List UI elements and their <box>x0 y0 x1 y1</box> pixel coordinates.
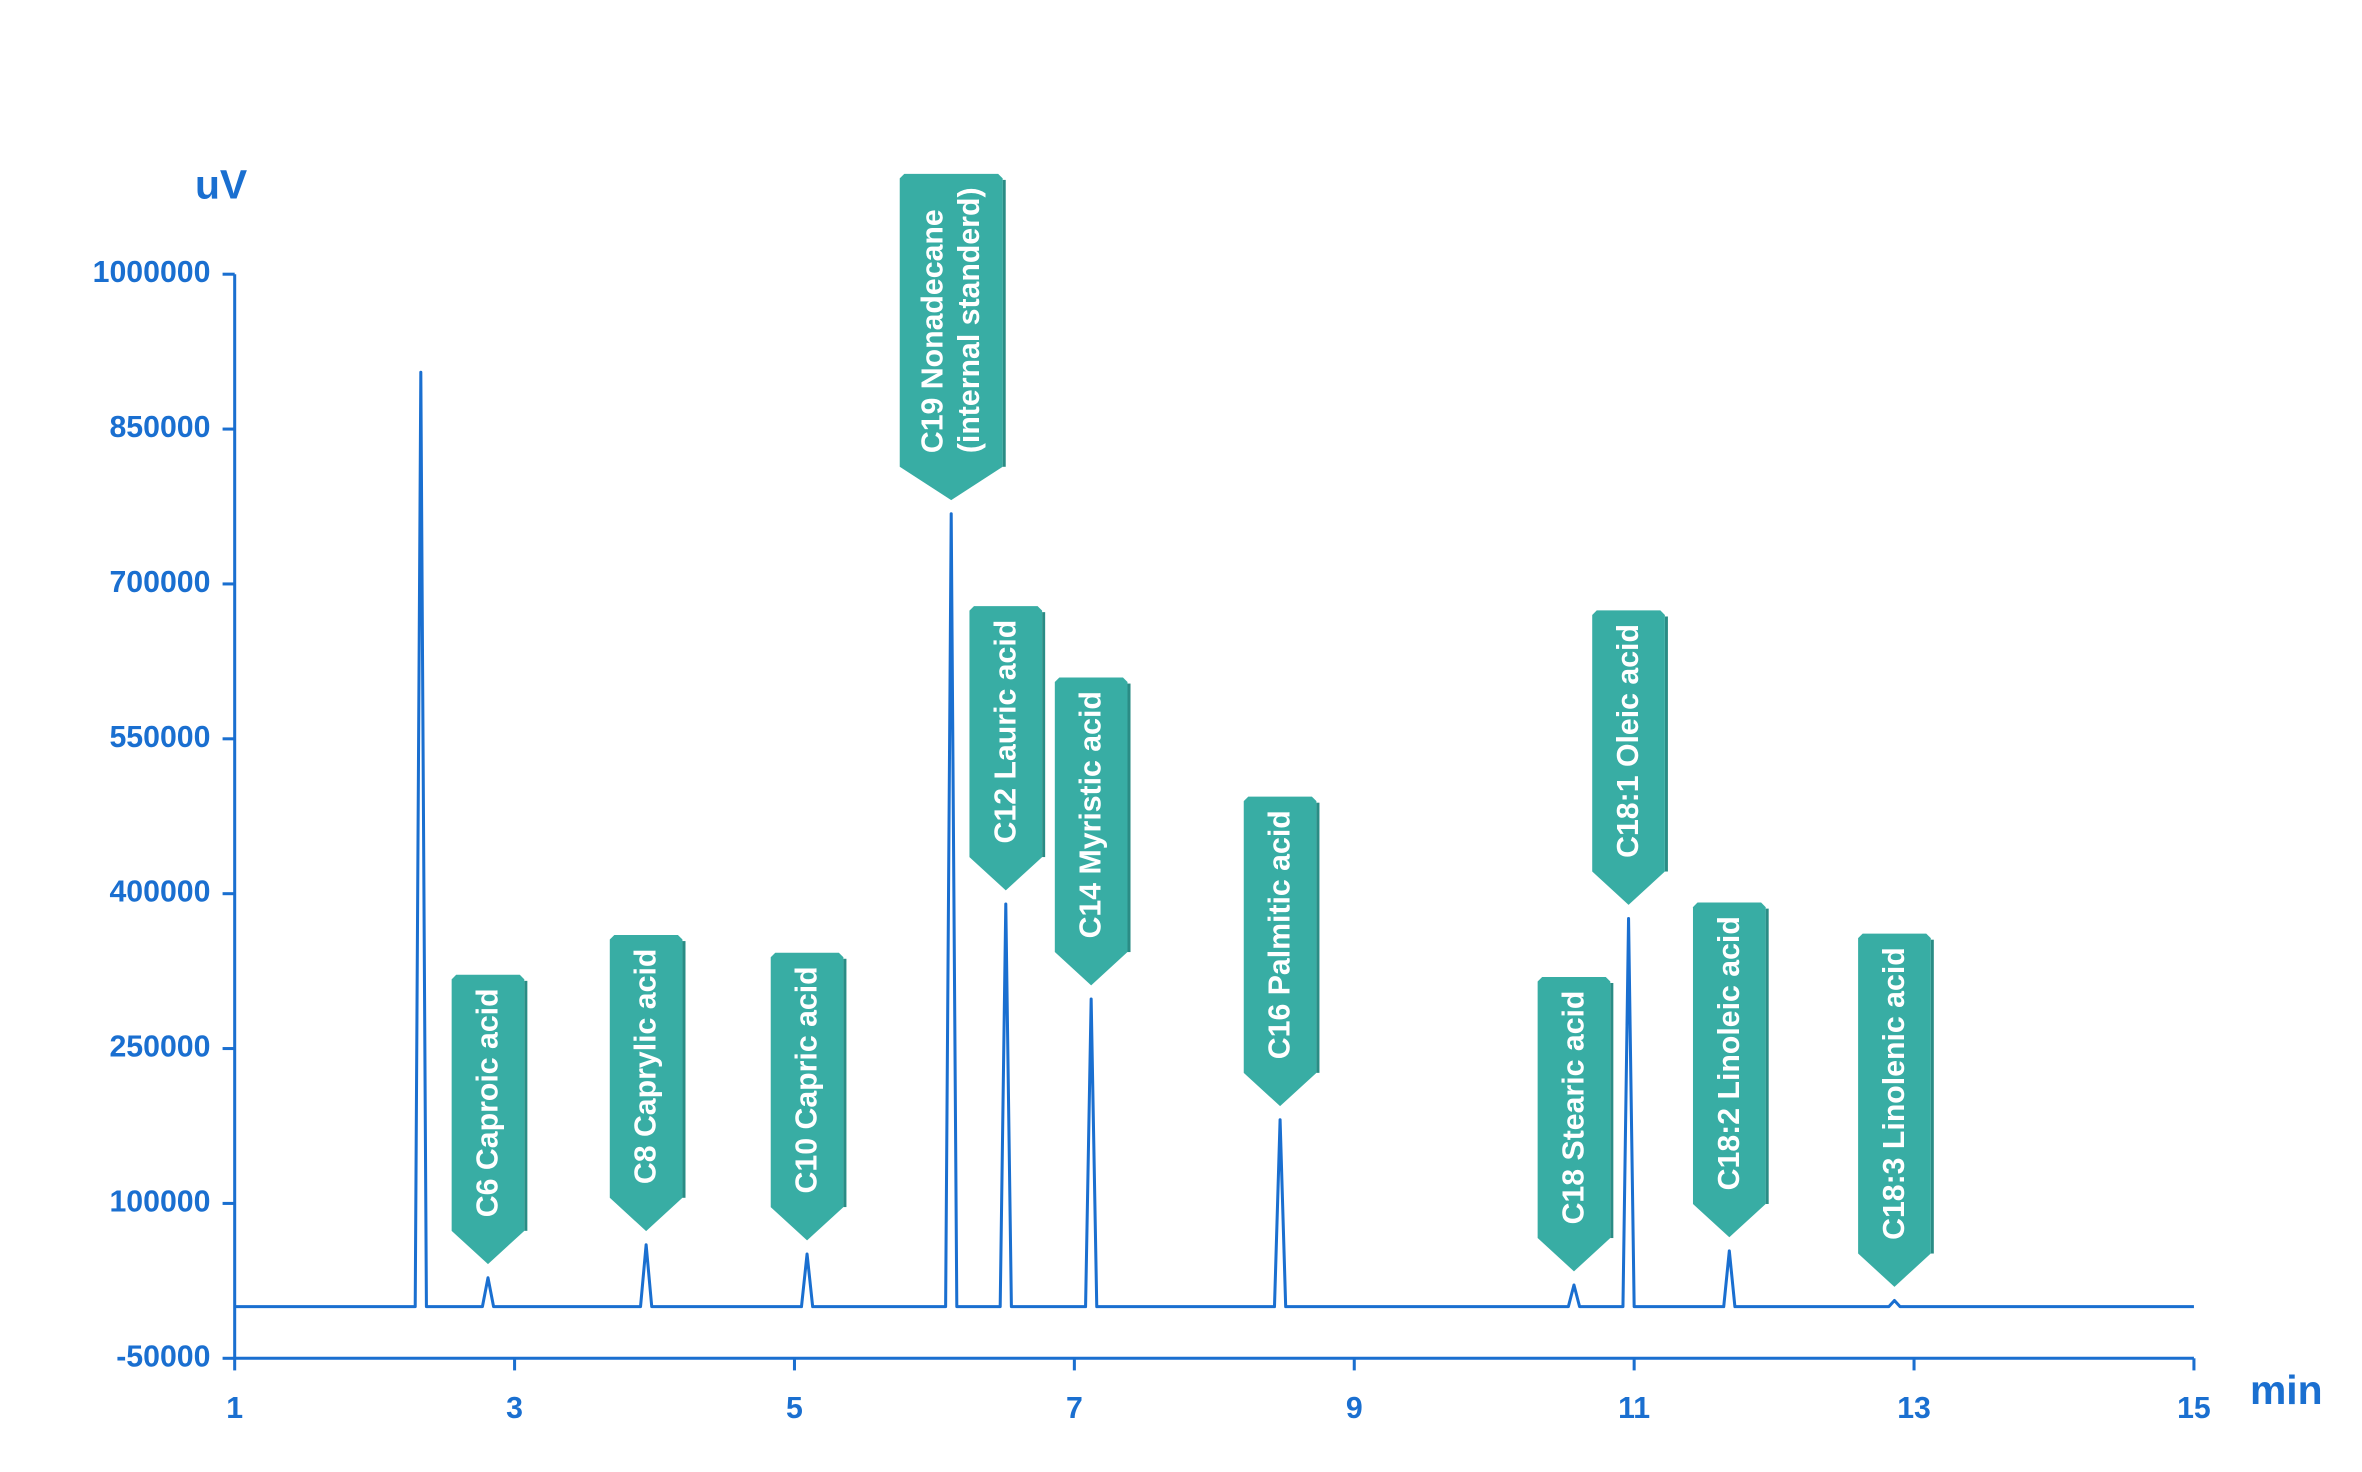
y-tick-label: 550000 <box>109 721 210 754</box>
peak-label-box <box>1243 796 1317 1107</box>
peak-label-shadow <box>1127 683 1131 953</box>
x-tick-label: 15 <box>2177 1392 2211 1425</box>
peak-label-shadow <box>524 980 528 1231</box>
x-tick-label: 13 <box>1897 1392 1931 1425</box>
peak-label-text: C8 Caprylic acid <box>630 949 663 1185</box>
peak-label-text: C14 Myristic acid <box>1075 691 1108 938</box>
peak-label-box <box>770 952 844 1241</box>
x-axis-label: min <box>2250 1367 2323 1413</box>
peak-label-text: C18 Stearic acid <box>1557 991 1590 1225</box>
peak-label: C18:2 Linoleic acid <box>1692 902 1769 1238</box>
peak-label-text: C16 Palmitic acid <box>1264 810 1297 1059</box>
x-tick-label: 9 <box>1346 1392 1363 1425</box>
peak-label-box <box>969 606 1043 891</box>
peak-label-shadow <box>1610 982 1614 1239</box>
peak-label-text: C10 Capric acid <box>791 966 824 1193</box>
x-tick-label: 5 <box>786 1392 803 1425</box>
peak-label-text: C12 Lauric acid <box>989 620 1022 844</box>
x-tick-label: 7 <box>1066 1392 1083 1425</box>
peak-label: C19 Nonadecane (internal standerd) <box>899 173 1006 501</box>
peak-label: C14 Myristic acid <box>1054 677 1131 986</box>
y-tick-label: 1000000 <box>93 256 211 289</box>
peak-label-shadow <box>1042 612 1046 858</box>
y-axis-label: uV <box>195 162 247 208</box>
peak-label-text: C6 Caproic acid <box>471 988 504 1217</box>
peak-label-box <box>1537 976 1611 1272</box>
y-tick-label: 250000 <box>109 1031 210 1064</box>
x-tick-label: 3 <box>506 1392 523 1425</box>
peak-label-shadow <box>843 958 847 1208</box>
peak-label-text: C19 Nonadecane <box>917 209 950 453</box>
peak-label: C18 Stearic acid <box>1537 976 1614 1272</box>
peak-label-box <box>609 935 683 1232</box>
peak-label-box <box>1692 902 1766 1238</box>
peak-label: C18:1 Oleic acid <box>1592 610 1668 905</box>
peak-label: C12 Lauric acid <box>969 606 1046 891</box>
y-tick-label: 850000 <box>109 411 210 444</box>
peak-label: C18:3 Linolenic acid <box>1858 933 1934 1287</box>
y-tick-label: 100000 <box>109 1185 210 1218</box>
peak-label-box <box>899 173 1003 501</box>
peak-label-shadow <box>1930 939 1934 1254</box>
x-tick-label: 1 <box>226 1392 243 1425</box>
y-tick-label: 400000 <box>109 876 210 909</box>
peak-label-text: C18:3 Linolenic acid <box>1878 947 1911 1240</box>
peak-label-box <box>1858 933 1931 1287</box>
peak-label-shadow <box>1765 908 1769 1204</box>
y-tick-label: -50000 <box>116 1340 210 1373</box>
peak-label: C8 Caprylic acid <box>609 935 686 1232</box>
peak-label-shadow <box>682 941 686 1198</box>
y-tick-label: 700000 <box>109 566 210 599</box>
peak-label: C16 Palmitic acid <box>1243 796 1320 1107</box>
peak-label-box <box>1592 610 1665 905</box>
peak-label-box <box>1054 677 1128 986</box>
peak-label: C6 Caproic acid <box>451 974 528 1265</box>
x-tick-label: 11 <box>1618 1392 1650 1425</box>
peak-label-shadow <box>1002 179 1006 467</box>
peak-label: C10 Capric acid <box>770 952 847 1241</box>
peak-label-shadow <box>1664 616 1668 872</box>
peak-label-text: C18:1 Oleic acid <box>1612 624 1645 858</box>
peak-label-text: (internal standerd) <box>953 187 986 453</box>
chromatogram-trace <box>234 370 2194 1309</box>
peak-label-shadow <box>1316 802 1320 1073</box>
peak-label-box <box>451 974 525 1265</box>
peak-label-text: C18:2 Linoleic acid <box>1713 916 1746 1190</box>
